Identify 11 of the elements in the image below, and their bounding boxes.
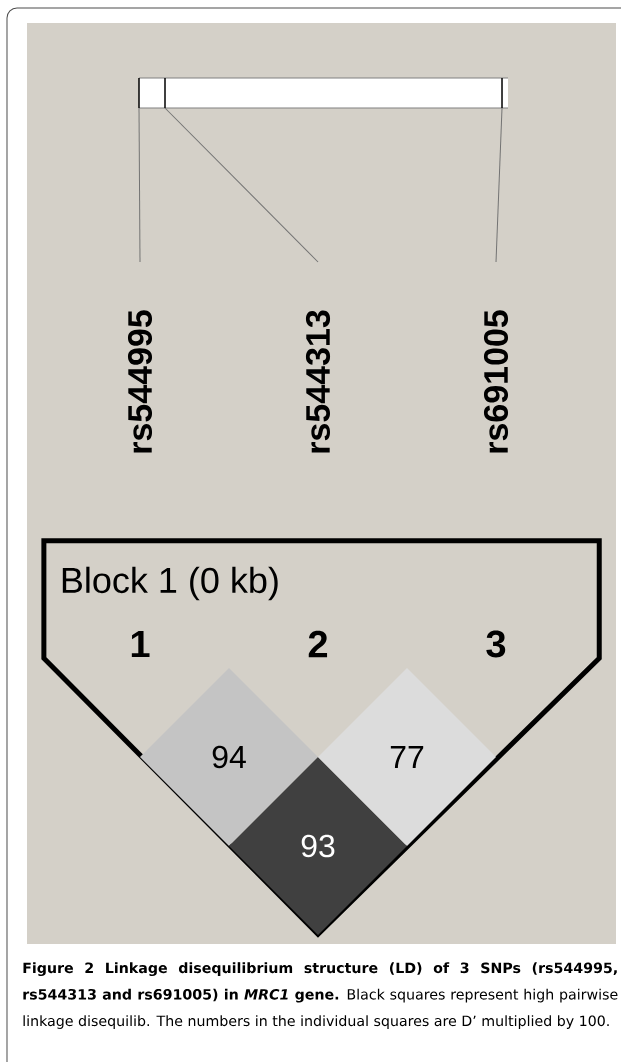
text: Figure 2 Linkage disequilibrium structure (LD) of 3 SNPs (rs544995, rs544313 and rs691005) in MRC1 gene. Black squares represent high pairwise linkage disequilib. The numbers in the individual squares are D’ multiplied by 100. [23, 962, 618, 1029]
category-label: 2 [308, 630, 328, 658]
text: rs691005 [483, 310, 509, 453]
text: rs544995 [127, 310, 153, 453]
text: rs544313 [305, 310, 331, 453]
data-label: 94 [212, 745, 246, 769]
data-label: 77 [390, 746, 424, 769]
data-label: 93 [301, 834, 335, 858]
text: Block 1 (0 kb) [62, 566, 278, 601]
category-label: 3 [486, 630, 506, 658]
category-label: 1 [131, 630, 150, 658]
